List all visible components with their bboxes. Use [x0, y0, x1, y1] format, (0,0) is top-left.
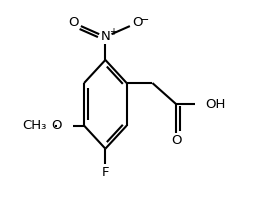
Text: CH₃: CH₃	[22, 119, 47, 132]
Text: +: +	[109, 27, 117, 37]
Text: O: O	[132, 16, 143, 29]
Text: F: F	[102, 166, 109, 179]
Text: OH: OH	[205, 98, 225, 111]
Text: O: O	[68, 16, 79, 29]
Text: N: N	[101, 30, 110, 43]
Text: O: O	[51, 119, 62, 132]
Text: O: O	[171, 134, 182, 147]
Text: −: −	[140, 15, 149, 25]
